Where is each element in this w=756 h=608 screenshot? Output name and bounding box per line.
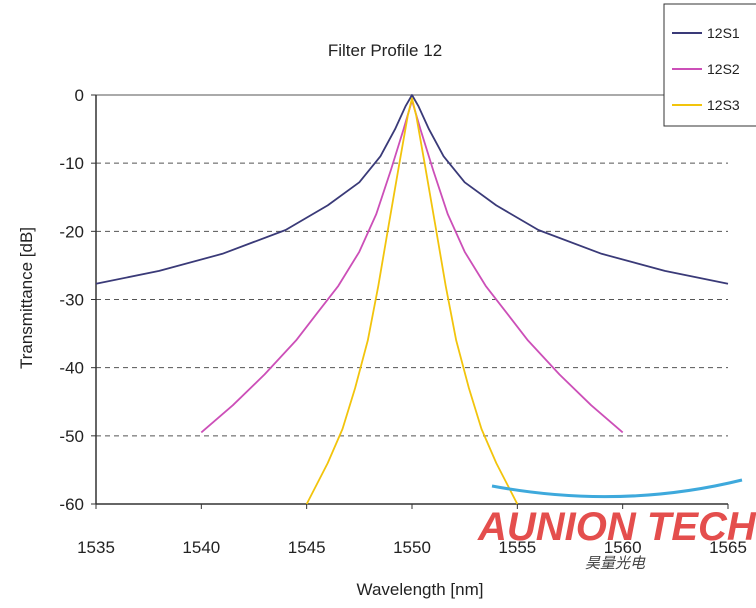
series-line-12S3 [305, 97, 519, 505]
legend: 12S1 12S2 12S3 [663, 3, 756, 127]
series-lines [95, 94, 729, 505]
x-axis-title: Wavelength [nm] [357, 580, 484, 599]
x-tick-label: 1565 [709, 538, 747, 557]
y-tick-label: -20 [59, 222, 84, 241]
x-tick-label: 1535 [77, 538, 115, 557]
y-tick-label: -30 [59, 291, 84, 310]
y-tick-label: -60 [59, 495, 84, 514]
chart-title: Filter Profile 12 [328, 41, 442, 60]
y-tick-labels: 0 -10 -20 -30 -40 -50 -60 [59, 86, 96, 514]
gridlines [96, 162, 728, 437]
x-tick-label: 1550 [393, 538, 431, 557]
x-tick-labels: 1535 1540 1545 1550 1555 1560 1565 [77, 504, 747, 557]
watermark-swoosh [491, 478, 743, 499]
y-tick-label: 0 [75, 86, 84, 105]
y-tick-label: -40 [59, 359, 84, 378]
x-tick-label: 1545 [288, 538, 326, 557]
y-tick-label: -10 [59, 154, 84, 173]
legend-label-12S3: 12S3 [707, 97, 740, 113]
legend-label-12S2: 12S2 [707, 61, 740, 77]
y-tick-label: -50 [59, 427, 84, 446]
x-tick-label: 1555 [498, 538, 536, 557]
watermark-subtext: 昊量光电 [585, 555, 646, 572]
x-tick-label: 1540 [182, 538, 220, 557]
watermark-brand: AUNION TECH [477, 505, 756, 549]
legend-label-12S1: 12S1 [707, 25, 740, 41]
series-line-12S1 [95, 94, 729, 285]
y-axis-title: Transmittance [dB] [17, 227, 36, 369]
x-tick-label: 1560 [604, 538, 642, 557]
watermark: AUNION TECH 昊量光电 [477, 478, 756, 572]
